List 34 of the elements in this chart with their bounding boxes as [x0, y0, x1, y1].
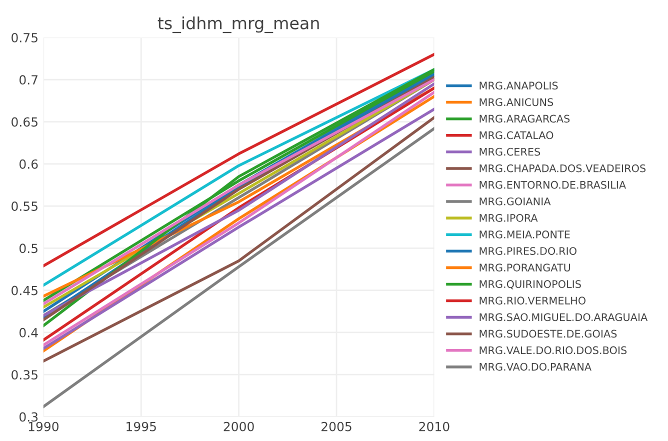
y-tick-label: 0.65: [12, 117, 38, 127]
legend-label: MRG.ANAPOLIS: [480, 82, 558, 90]
y-tick-label: 0.4: [20, 328, 38, 338]
x-tick-label: 2000: [224, 422, 254, 432]
legend-label: MRG.ARAGARCAS: [480, 114, 570, 123]
legend-label: MRG.VALE.DO.RIO.DOS.BOIS: [480, 346, 627, 354]
legend-label: MRG.ANICUNS: [480, 98, 554, 106]
y-tick-label: 0.55: [12, 202, 38, 211]
x-tick-label: 1990: [28, 422, 58, 432]
legend-label: MRG.IPORA: [480, 214, 538, 222]
legend-label: MRG.SAO.MIGUEL.DO.ARAGUAIA: [480, 313, 648, 322]
y-tick-label: 0.5: [20, 244, 38, 254]
legend-label: MRG.MEIA.PONTE: [480, 230, 570, 238]
legend-label: MRG.CHAPADA.DOS.VEADEIROS: [480, 164, 646, 172]
y-tick-label: 0.75: [12, 32, 38, 42]
legend-label: MRG.SUDOESTE.DE.GOIAS: [480, 330, 617, 338]
y-tick-label: 0.6: [20, 159, 38, 169]
legend-label: MRG.PIRES.DO.RIO: [480, 247, 576, 255]
legend-label: MRG.CERES: [480, 148, 540, 156]
y-tick-label: 0.35: [12, 370, 38, 380]
legend-label: MRG.GOIANIA: [480, 197, 551, 206]
y-tick-label: 0.7: [20, 75, 38, 85]
chart-title: ts_idhm_mrg_mean: [158, 16, 319, 34]
legend-label: MRG.QUIRINOPOLIS: [480, 280, 581, 290]
legend-label: MRG.ENTORNO.DE.BRASILIA: [480, 180, 626, 189]
legend-label: MRG.VAO.DO.PARANA: [480, 362, 592, 371]
y-tick-label: 0.45: [12, 286, 38, 296]
y-tick-label: 0.3: [20, 412, 38, 422]
legend-label: MRG.RIO.VERMELHO: [480, 296, 586, 305]
x-tick-label: 2005: [322, 422, 352, 432]
legend-label: MRG.PORANGATU: [480, 264, 570, 272]
legend-label: MRG.CATALAO: [480, 131, 554, 140]
x-tick-label: 1995: [126, 422, 156, 432]
x-tick-label: 2010: [419, 422, 450, 432]
